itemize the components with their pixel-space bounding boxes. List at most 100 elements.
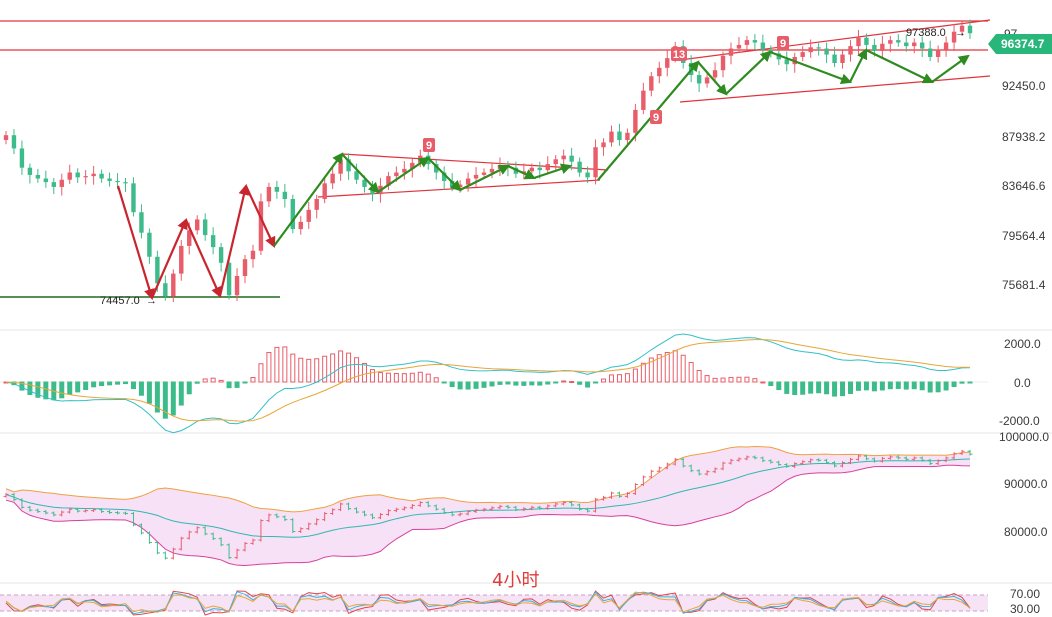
macd-hist-bar bbox=[640, 362, 646, 383]
macd-hist-bar bbox=[712, 377, 718, 383]
candle-body bbox=[959, 25, 965, 32]
macd-hist-bar bbox=[505, 381, 511, 385]
candle-body bbox=[728, 48, 734, 56]
candle-body bbox=[59, 179, 64, 187]
green-arrow-path-8 bbox=[597, 60, 700, 181]
candle-body bbox=[537, 167, 542, 171]
candle-body bbox=[139, 212, 144, 233]
macd-hist-bar bbox=[298, 357, 304, 383]
candle-body bbox=[322, 183, 327, 199]
macd-hist-bar bbox=[178, 381, 184, 406]
macd-hist-bar bbox=[409, 372, 415, 383]
green-trend-arrows[interactable] bbox=[273, 48, 970, 247]
candle-body bbox=[545, 164, 550, 171]
candle-body bbox=[27, 167, 33, 175]
macd-hist-bar bbox=[585, 381, 591, 388]
channel-lines[interactable] bbox=[317, 19, 991, 198]
seq-count-4[interactable]: 9 bbox=[777, 36, 789, 50]
macd-hist-bar bbox=[226, 381, 232, 389]
price-tick-3: 83646.6 bbox=[1002, 179, 1046, 193]
green-arrow-path-1 bbox=[273, 152, 344, 247]
green-arrow-path-13 bbox=[865, 49, 934, 84]
candle-body bbox=[306, 209, 311, 222]
macd-hist-bar bbox=[138, 381, 144, 396]
candle-body bbox=[394, 172, 399, 177]
macd-hist-bar bbox=[210, 377, 216, 383]
candle-body bbox=[840, 54, 845, 63]
seq-count-3[interactable]: 9 bbox=[650, 110, 662, 124]
boll-tick-3: 80000.0 bbox=[1004, 525, 1048, 539]
green-arrow-path-2 bbox=[341, 153, 380, 194]
candle-body bbox=[410, 162, 415, 169]
green-arrow-path-11 bbox=[769, 50, 853, 85]
macd-hist-bar bbox=[306, 358, 312, 383]
macd-hist-bar bbox=[593, 381, 599, 384]
current-price-tag[interactable]: 96374.7 bbox=[988, 34, 1052, 54]
candle-body bbox=[641, 90, 646, 110]
macd-hist-bar bbox=[632, 368, 638, 383]
candle-body bbox=[258, 201, 264, 251]
candle-body bbox=[967, 25, 973, 34]
macd-hist-bar bbox=[728, 376, 734, 383]
macd-hist-bar bbox=[760, 381, 766, 384]
candle-body bbox=[3, 135, 9, 141]
rsi-tick-2: 30.00 bbox=[1010, 602, 1040, 616]
macd-hist-bar bbox=[99, 381, 105, 387]
price-tick-1: 92450.0 bbox=[1002, 79, 1046, 93]
macd-hist-bar bbox=[752, 378, 758, 383]
candle-body bbox=[935, 49, 941, 57]
macd-hist-bar bbox=[59, 381, 65, 399]
candle-body bbox=[179, 245, 184, 274]
candle-body bbox=[35, 174, 41, 179]
macd-hist-bar bbox=[369, 369, 375, 383]
macd-hist-bar bbox=[513, 381, 519, 386]
candle-body bbox=[266, 186, 272, 202]
green-arrow-path-3 bbox=[377, 156, 430, 193]
candle-body bbox=[951, 31, 957, 43]
candle-body bbox=[298, 221, 303, 230]
macd-tick-1: 2000.0 bbox=[1004, 337, 1041, 351]
macd-hist-bar bbox=[457, 381, 463, 390]
macd-hist-bar bbox=[362, 362, 368, 383]
macd-hist-bar bbox=[266, 352, 272, 383]
macd-hist-bar bbox=[871, 381, 877, 392]
macd-hist-bar bbox=[465, 381, 471, 390]
macd-hist-bar bbox=[274, 346, 280, 383]
boll-pane bbox=[3, 445, 973, 566]
candle-body bbox=[489, 168, 495, 173]
candle-body bbox=[274, 186, 280, 192]
macd-hist-bar bbox=[696, 369, 702, 383]
macd-hist-bar bbox=[218, 379, 224, 383]
macd-hist-bar bbox=[664, 351, 670, 383]
seq-count-1[interactable]: 9 bbox=[423, 138, 435, 152]
red-trend-arrows[interactable] bbox=[116, 183, 276, 301]
candle-body bbox=[123, 182, 128, 184]
channel-top-lower bbox=[679, 75, 991, 103]
macd-hist-bar bbox=[616, 374, 622, 383]
boll-tick-1: 100000.0 bbox=[999, 430, 1049, 444]
macd-hist-bar bbox=[377, 372, 383, 383]
candle-body bbox=[832, 54, 837, 63]
candle-body bbox=[147, 232, 152, 257]
macd-hist-bar bbox=[935, 381, 941, 393]
candle-body bbox=[816, 47, 821, 49]
candle-body bbox=[51, 182, 57, 187]
macd-dea-line bbox=[5, 339, 971, 422]
macd-hist-bar bbox=[816, 381, 822, 394]
high-arrow-glyph: → bbox=[955, 27, 966, 39]
candle-body bbox=[585, 172, 590, 178]
candle-body bbox=[402, 168, 407, 173]
candle-body bbox=[218, 247, 224, 263]
rsi-pane bbox=[0, 590, 988, 616]
seq-count-2[interactable]: 13 bbox=[671, 47, 687, 61]
candle-body bbox=[696, 75, 702, 84]
macd-hist-bar bbox=[449, 381, 455, 388]
macd-hist-bar bbox=[27, 381, 33, 395]
candle-body bbox=[67, 172, 72, 180]
candle-body bbox=[338, 159, 343, 174]
candle-body bbox=[736, 44, 742, 49]
macd-hist-bar bbox=[879, 381, 885, 391]
candle-body bbox=[11, 135, 17, 149]
macd-hist-bar bbox=[282, 346, 288, 383]
